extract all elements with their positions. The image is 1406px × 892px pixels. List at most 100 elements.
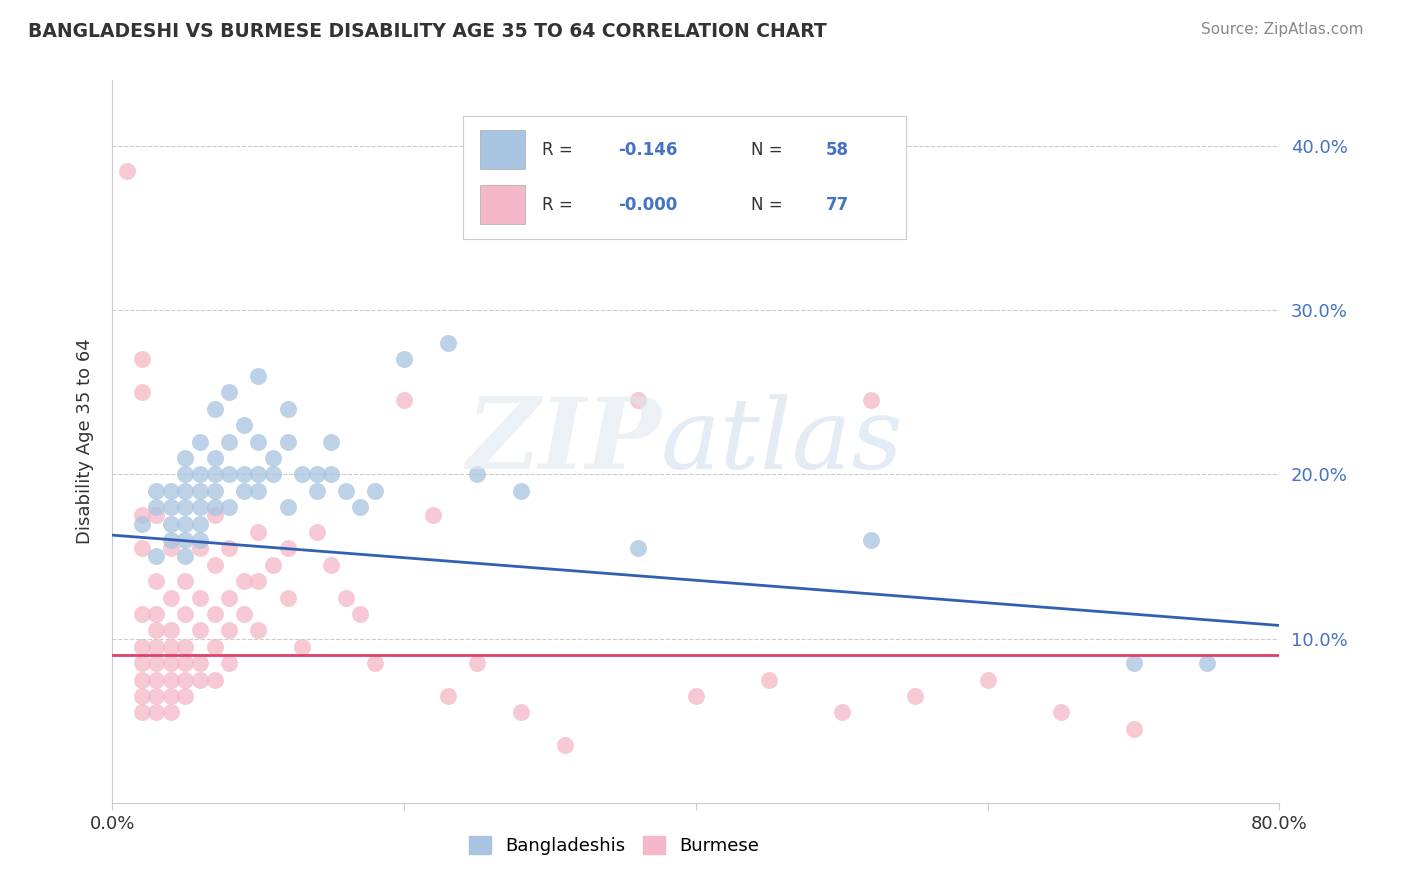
Point [276,401,298,416]
Point [145,673,167,687]
Point [437,336,460,351]
Point [291,640,314,654]
Point [145,607,167,621]
Point [204,508,226,523]
Point [276,591,298,605]
Point [204,607,226,621]
Point [232,607,254,621]
Point [465,657,488,671]
Point [321,467,343,482]
Point [204,673,226,687]
Text: N =: N = [751,141,783,159]
Point [145,549,167,564]
Point [349,500,371,515]
Point [204,640,226,654]
Point [131,657,153,671]
Point [160,706,183,720]
Point [860,393,883,408]
Point [218,624,240,638]
Point [218,385,240,400]
Text: R =: R = [543,141,574,159]
Point [831,706,853,720]
Point [204,500,226,515]
Point [627,393,650,408]
Point [174,640,197,654]
Point [276,434,298,449]
Point [627,541,650,556]
Point [758,673,780,687]
Point [188,483,211,498]
Point [465,467,488,482]
Point [218,657,240,671]
Point [145,689,167,703]
Point [188,657,211,671]
Point [204,558,226,572]
Point [188,516,211,531]
Point [509,706,531,720]
Point [262,467,284,482]
Point [174,607,197,621]
Point [160,673,183,687]
Point [145,508,167,523]
Point [160,516,183,531]
Text: atlas: atlas [661,394,904,489]
Point [188,533,211,547]
Point [188,500,211,515]
Point [394,393,416,408]
Point [276,541,298,556]
Point [131,673,153,687]
Point [1049,706,1071,720]
Point [218,434,240,449]
Point [145,483,167,498]
Point [188,673,211,687]
Text: BANGLADESHI VS BURMESE DISABILITY AGE 35 TO 64 CORRELATION CHART: BANGLADESHI VS BURMESE DISABILITY AGE 35… [28,22,827,41]
Point [174,450,197,465]
Text: 58: 58 [827,141,849,159]
Point [160,657,183,671]
Point [131,385,153,400]
Point [145,706,167,720]
Point [160,640,183,654]
Point [204,450,226,465]
Point [174,657,197,671]
Point [247,483,270,498]
Point [232,574,254,588]
Point [160,624,183,638]
Point [174,549,197,564]
Text: N =: N = [751,196,783,214]
Point [188,541,211,556]
Point [276,500,298,515]
Point [131,508,153,523]
Text: Source: ZipAtlas.com: Source: ZipAtlas.com [1201,22,1364,37]
Point [364,483,387,498]
Point [174,467,197,482]
Text: -0.000: -0.000 [617,196,678,214]
Point [174,483,197,498]
Point [247,574,270,588]
Text: R =: R = [543,196,574,214]
Y-axis label: Disability Age 35 to 64: Disability Age 35 to 64 [76,339,94,544]
FancyBboxPatch shape [481,130,524,169]
Point [174,689,197,703]
Point [145,657,167,671]
Point [160,689,183,703]
Point [145,574,167,588]
Point [232,467,254,482]
Text: 77: 77 [827,196,849,214]
Point [160,591,183,605]
Point [204,483,226,498]
Point [685,689,707,703]
Point [160,533,183,547]
Point [174,673,197,687]
Point [145,500,167,515]
Point [349,607,371,621]
Point [364,657,387,671]
Point [131,541,153,556]
Point [160,483,183,498]
Point [115,163,138,178]
Point [145,624,167,638]
Text: -0.146: -0.146 [617,141,678,159]
Point [174,516,197,531]
Point [131,640,153,654]
Point [305,483,328,498]
